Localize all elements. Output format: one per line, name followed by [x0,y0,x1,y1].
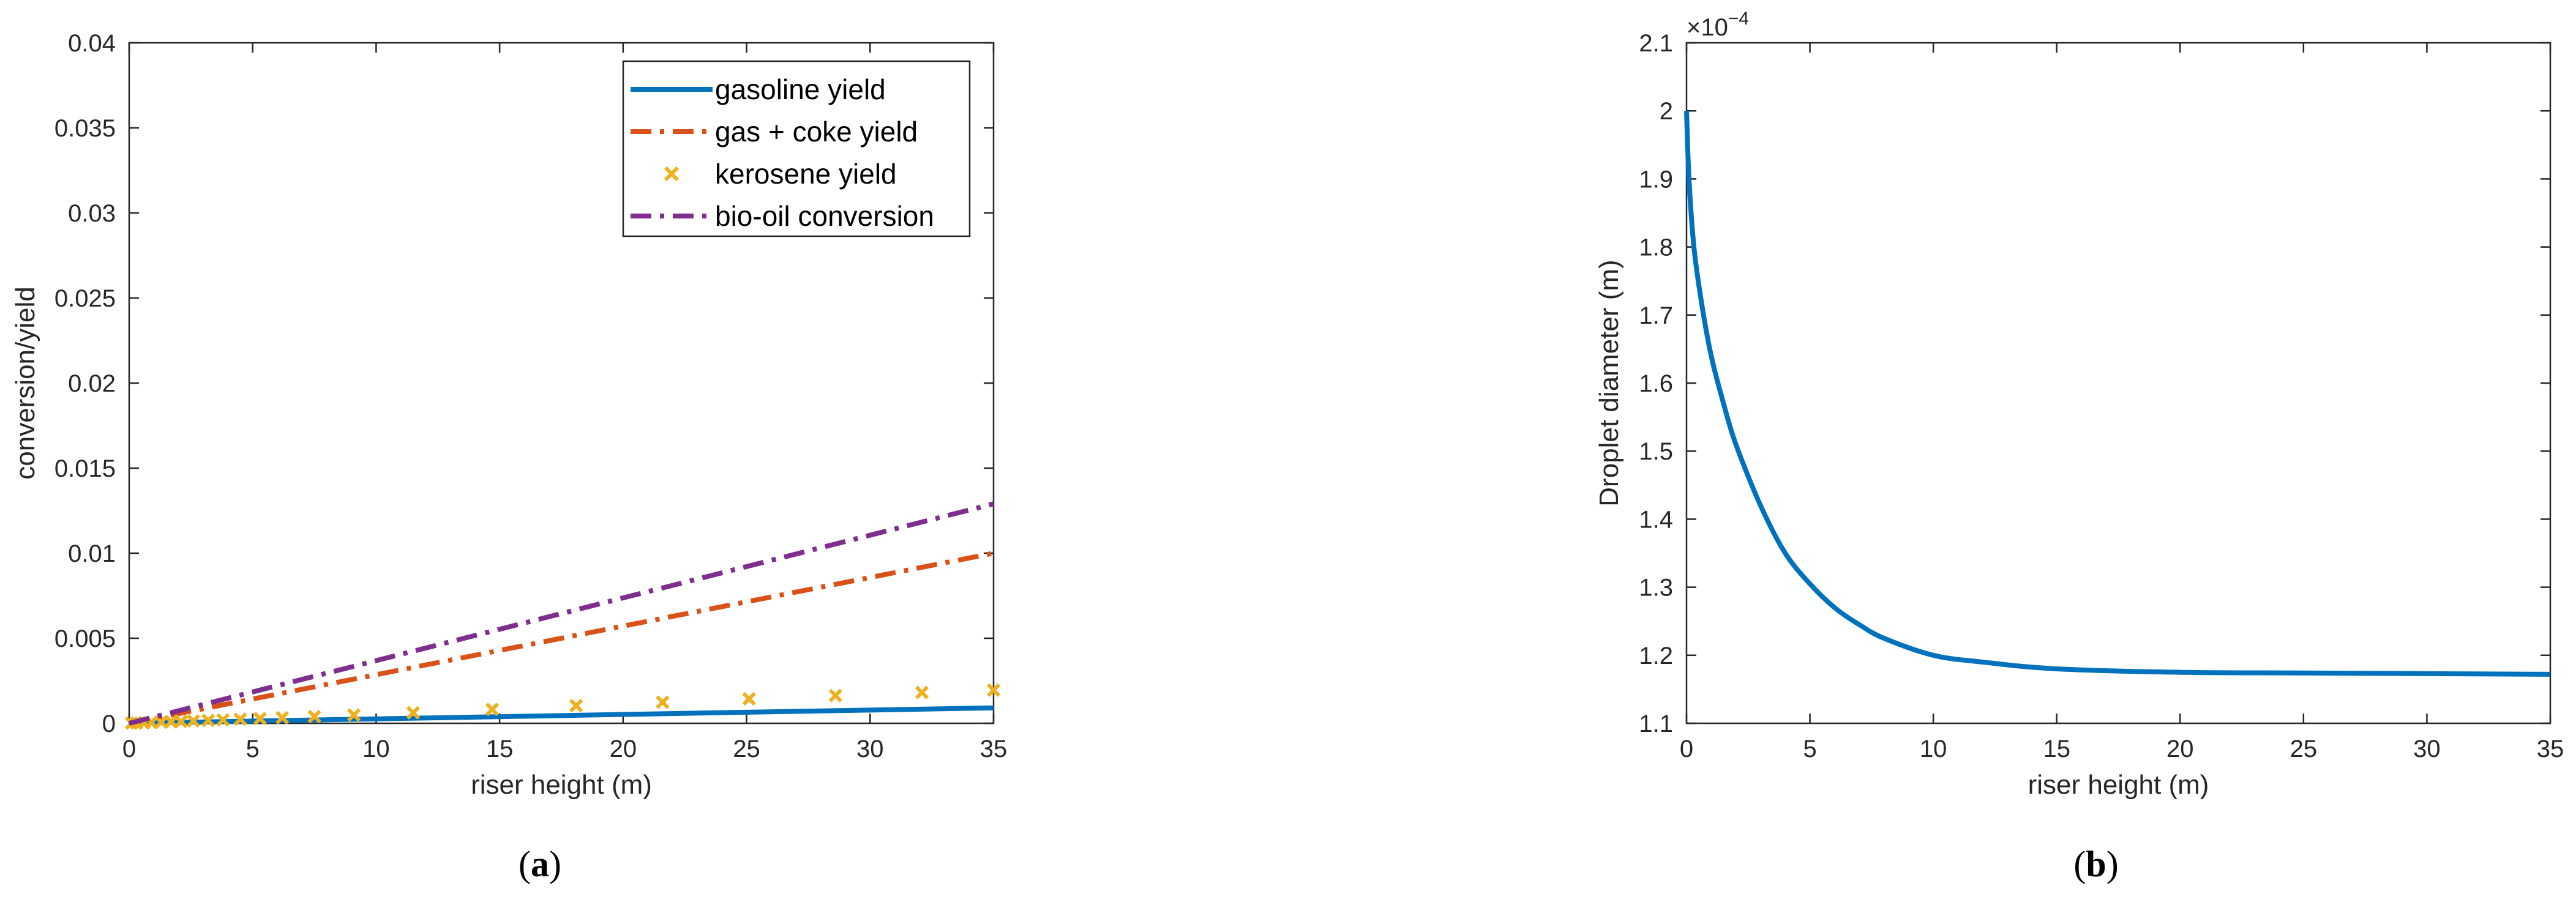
chart-a-x-tick-label: 0 [122,736,136,762]
chart-a-series-gasoline-yield [129,705,994,726]
chart-a-y-tick-label: 0.01 [68,540,116,567]
chart-a-series-kerosene-yield-point [828,688,842,703]
chart-a-y-tick-label: 0 [102,710,116,737]
chart-b-x-tick-label: 30 [2413,736,2441,762]
chart-b-y-tick-label: 1.8 [1639,234,1673,261]
chart-a-y-tick-label: 0.04 [68,30,116,57]
chart-a-legend-label-gas-coke-yield: gas + coke yield [715,116,918,147]
chart-a-legend-label-kerosene-yield: kerosene yield [715,158,897,190]
chart-b-x-axis-label: riser height (m) [2028,770,2209,800]
chart-a-series-kerosene-yield-point [485,703,500,717]
chart-a-legend-label-bio-oil-conversion: bio-oil conversion [715,200,934,232]
chart-a-y-tick-label: 0.02 [68,370,116,397]
chart-a-x-tick-label: 20 [610,736,637,762]
chart-a-x-tick-label: 15 [486,736,514,762]
chart-b-y-tick-label: 1.6 [1639,370,1673,397]
chart-b-y-tick-label: 1.3 [1639,575,1673,602]
caption-b: (b) [2073,844,2118,884]
chart-b-x-tick-label: 0 [1680,736,1693,762]
caption-a: (a) [519,844,561,884]
chart-b-x-tick-label: 25 [2290,736,2318,762]
chart-a-x-tick-label: 10 [362,736,390,762]
chart-b: 0 5 10 15 20 25 30 35 1.1 1.2 1.3 1.4 1.5 1.6 1.7 1.8 1.… [1594,9,2564,800]
chart-a-series-kerosene-yield-point [742,691,756,706]
chart-a-y-tick-label: 0.035 [54,115,116,142]
chart-b-plot-area [1685,42,2552,725]
chart-b-x-tick-label: 20 [2166,736,2194,762]
chart-a-y-tick-label: 0.025 [54,285,116,312]
chart-b-x-tick-label: 35 [2537,736,2564,762]
chart-b-y-tick-label: 1.5 [1639,438,1673,465]
chart-a-series-kerosene-yield-point [406,706,421,720]
chart-a-y-tick-label: 0.005 [54,625,116,652]
chart-b-x-tick-label: 10 [1920,736,1947,762]
chart-a-series-kerosene-yield-point [346,708,361,722]
chart-a-series-kerosene-yield-point [307,709,321,724]
chart-b-y-tick-label: 1.7 [1639,302,1673,329]
chart-a-legend: gasoline yield gas + coke yield kerosene y… [622,60,971,237]
chart-b-y-tick-label: 1.4 [1639,506,1673,533]
chart-a-legend-swatch-kerosene-yield [664,166,680,182]
chart-b-x-tick-label: 15 [2043,736,2070,762]
chart-a-y-tick-label: 0.015 [54,455,116,482]
chart-a-legend-label-gasoline-yield: gasoline yield [715,73,886,105]
chart-a-series-kerosene-yield-point [174,714,188,729]
chart-b-y-tick-label: 2.1 [1639,30,1673,57]
chart-b-y-tick-label: 1.2 [1639,643,1673,669]
chart-a: 0 5 10 15 20 25 30 35 0 0.005 0.01 0.015 0.02 0.025 0.… [10,30,1007,800]
chart-a-series-kerosene-yield-point [216,713,230,727]
chart-a-x-tick-label: 35 [980,736,1008,762]
chart-a-y-tick-label: 0.03 [68,200,116,227]
chart-a-series-kerosene-yield-point [656,695,670,709]
chart-a-x-tick-label: 25 [733,736,760,762]
chart-a-series-kerosene-yield-point [201,714,215,728]
chart-a-series-kerosene-yield-point [253,712,267,726]
chart-b-y-tick-label: 1.1 [1639,710,1673,737]
chart-a-x-tick-label: 5 [246,736,260,762]
chart-b-y-exponent-label: ×10−4 [1687,9,1749,41]
chart-a-series-kerosene-yield-point [915,685,929,699]
chart-a-series-kerosene-yield-point [986,683,1001,697]
chart-a-series-kerosene-yield-point [569,698,583,713]
chart-b-y-tick-label: 2 [1660,98,1673,125]
chart-a-series-kerosene-yield-point [233,712,247,726]
chart-a-x-tick-label: 30 [856,736,884,762]
chart-b-y-tick-label: 1.9 [1639,166,1673,193]
chart-a-series-kerosene-yield-point [186,714,201,728]
chart-a-series-gas-coke-yield [129,551,994,726]
chart-a-series-kerosene-yield-point [275,710,290,725]
chart-a-y-axis-label: conversion/yield [10,286,40,480]
chart-b-x-tick-label: 5 [1803,736,1816,762]
chart-b-series-droplet-diameter [1684,111,2551,677]
chart-b-y-axis-label: Droplet diameter (m) [1594,259,1624,506]
chart-a-x-axis-label: riser height (m) [471,770,652,800]
